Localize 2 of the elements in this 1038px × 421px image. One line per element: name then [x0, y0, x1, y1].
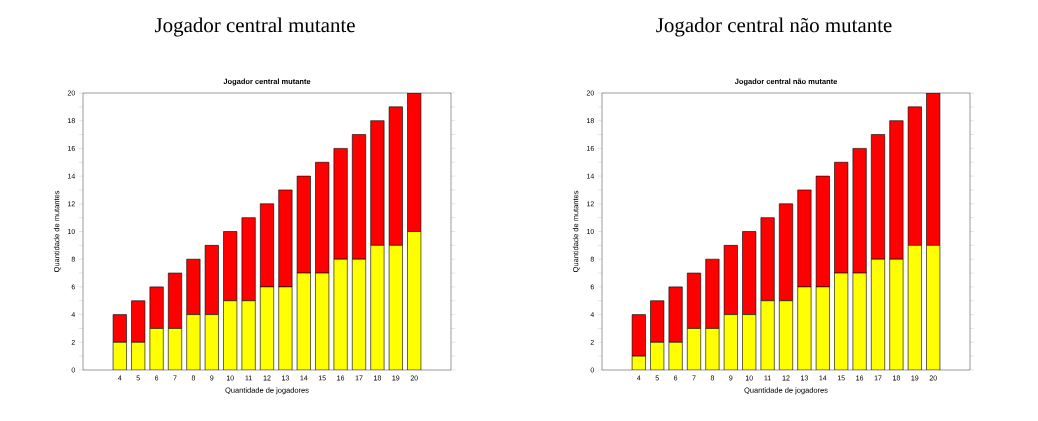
chart-title: Jogador central mutante — [154, 17, 355, 37]
chart-title: Jogador central não mutante — [656, 17, 892, 37]
